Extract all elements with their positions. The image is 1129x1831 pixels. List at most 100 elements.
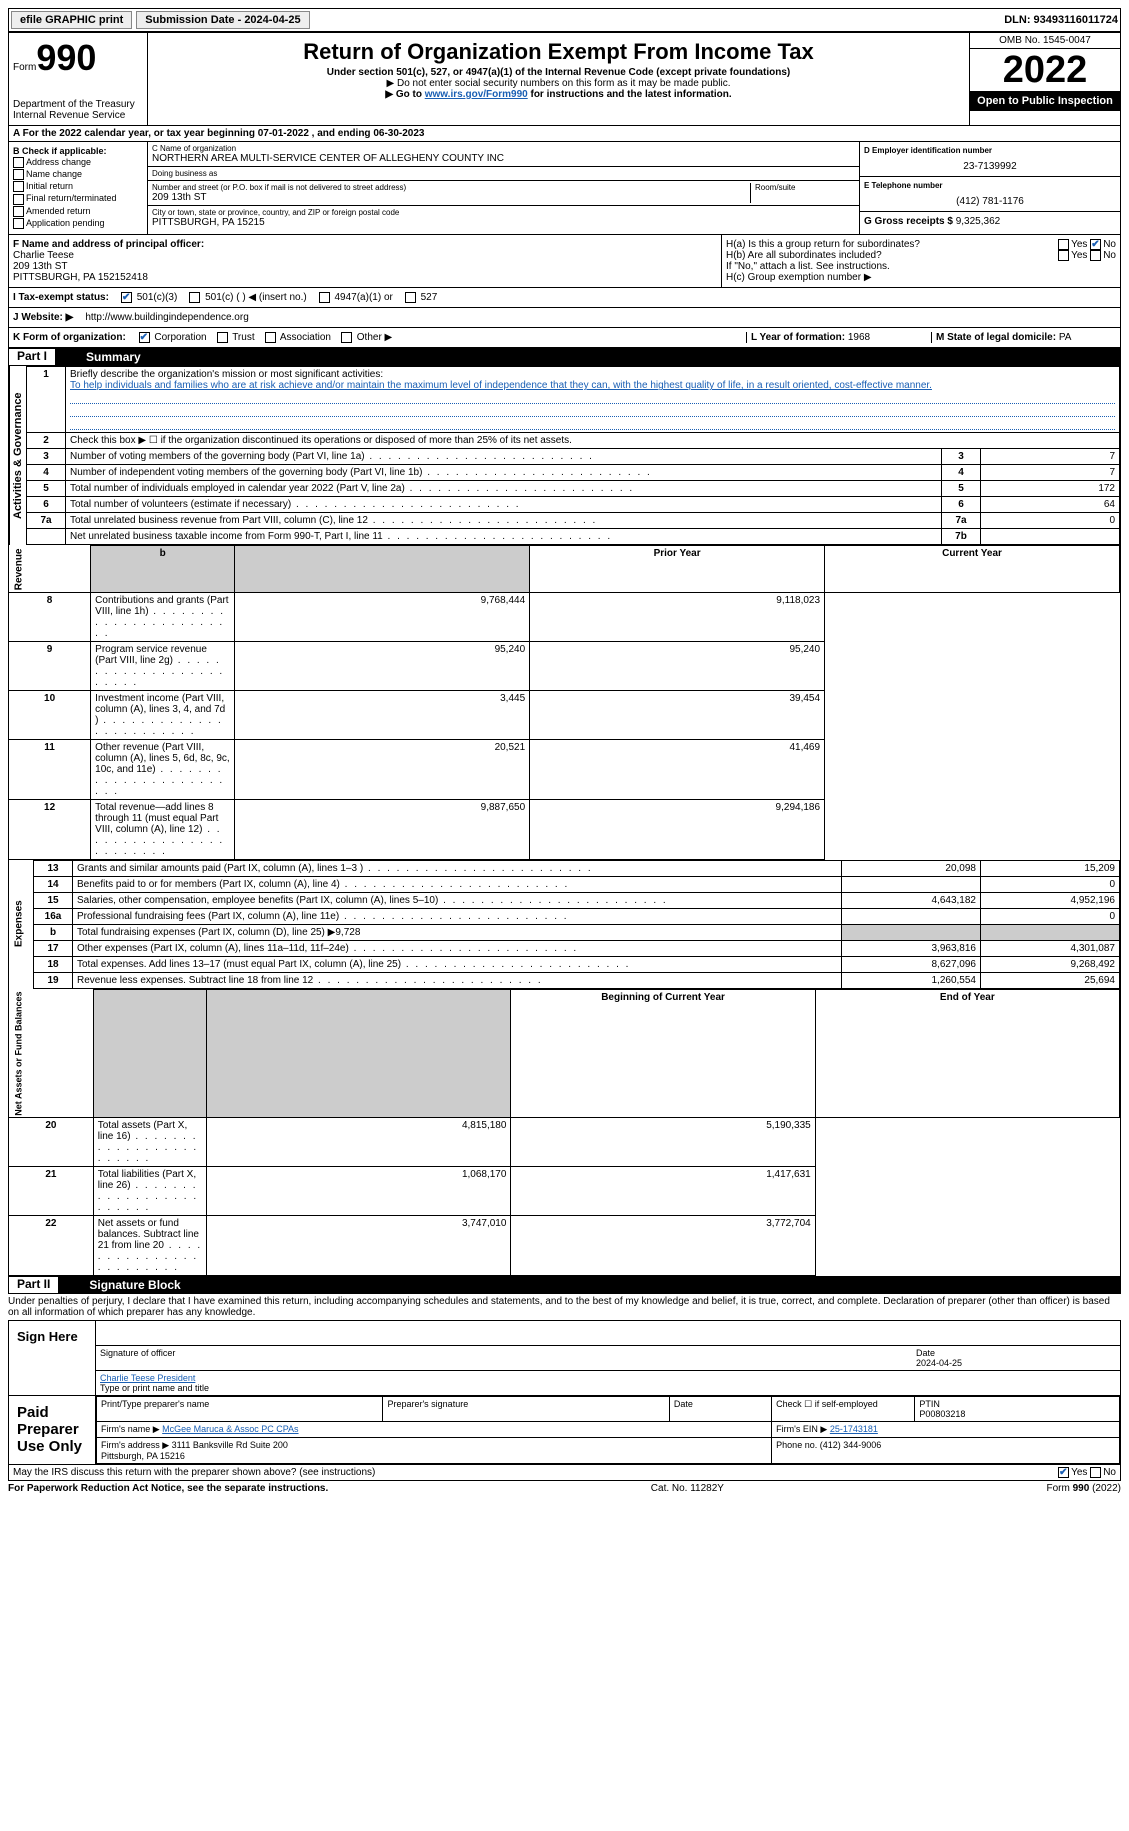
revenue-row: 9Program service revenue (Part VIII, lin… xyxy=(9,641,1120,690)
sign-here-label: Sign Here xyxy=(9,1321,96,1395)
website-url: http://www.buildingindependence.org xyxy=(85,312,248,323)
form-title: Return of Organization Exempt From Incom… xyxy=(152,39,965,65)
501c3-checkbox[interactable] xyxy=(121,292,132,303)
prep-sig-label: Preparer's signature xyxy=(383,1397,669,1422)
revenue-row: 11Other revenue (Part VIII, column (A), … xyxy=(9,739,1120,799)
hc-label: H(c) Group exemption number ▶ xyxy=(726,272,1116,283)
net-assets-row: 20Total assets (Part X, line 16)4,815,18… xyxy=(9,1118,1120,1167)
phone-label: E Telephone number xyxy=(864,181,1116,190)
summary-row: Expenses13Grants and similar amounts pai… xyxy=(9,860,1120,876)
prep-name-label: Print/Type preparer's name xyxy=(97,1397,383,1422)
summary-row: Net unrelated business taxable income fr… xyxy=(27,529,1120,545)
omb-number: OMB No. 1545-0047 xyxy=(970,33,1120,49)
footer: For Paperwork Reduction Act Notice, see … xyxy=(8,1481,1121,1496)
hb-note: If "No," attach a list. See instructions… xyxy=(726,261,1116,272)
summary-row: 19Revenue less expenses. Subtract line 1… xyxy=(9,972,1120,988)
paid-preparer-section: Paid Preparer Use Only Print/Type prepar… xyxy=(8,1396,1121,1465)
summary-row: 4Number of independent voting members of… xyxy=(27,465,1120,481)
begin-year-header: Beginning of Current Year xyxy=(511,989,815,1118)
current-year-header: Current Year xyxy=(825,546,1120,592)
527-checkbox[interactable] xyxy=(405,292,416,303)
4947-checkbox[interactable] xyxy=(319,292,330,303)
revenue-label: Revenue xyxy=(9,546,91,592)
open-public-badge: Open to Public Inspection xyxy=(970,91,1120,111)
activities-governance-label: Activities & Governance xyxy=(9,366,26,545)
form-header: Form990 Department of the Treasury Inter… xyxy=(8,33,1121,126)
efile-print-button[interactable]: efile GRAPHIC print xyxy=(11,11,132,29)
entity-info-grid: B Check if applicable: Address changeNam… xyxy=(8,142,1121,235)
irs-link[interactable]: www.irs.gov/Form990 xyxy=(425,89,528,100)
501c-checkbox[interactable] xyxy=(189,292,200,303)
firm-phone: (412) 344-9006 xyxy=(820,1440,882,1450)
form-org-option[interactable]: Association xyxy=(265,332,331,343)
form-org-option[interactable]: Trust xyxy=(217,332,255,343)
instructions-note: ▶ Go to www.irs.gov/Form990 for instruct… xyxy=(152,89,965,100)
officer-addr: 209 13th ST PITTSBURGH, PA 152152418 xyxy=(13,261,148,283)
form-org-option[interactable]: Other ▶ xyxy=(341,332,392,343)
hb-label: H(b) Are all subordinates included? xyxy=(726,250,882,261)
ein-value: 23-7139992 xyxy=(864,155,1116,172)
col-b-option[interactable]: Amended return xyxy=(13,206,143,217)
revenue-row: 8Contributions and grants (Part VIII, li… xyxy=(9,592,1120,641)
room-label: Room/suite xyxy=(755,183,855,192)
form-of-org-row: K Form of organization: Corporation Trus… xyxy=(8,328,1121,348)
prep-date-label: Date xyxy=(669,1397,771,1422)
summary-row: 17Other expenses (Part IX, column (A), l… xyxy=(9,940,1120,956)
city-value: PITTSBURGH, PA 15215 xyxy=(152,217,265,228)
prep-self-employed: Check ☐ if self-employed xyxy=(772,1397,915,1422)
dln-label: DLN: 93493116011724 xyxy=(1004,14,1118,26)
perjury-statement: Under penalties of perjury, I declare th… xyxy=(8,1294,1121,1320)
col-b-option[interactable]: Final return/terminated xyxy=(13,193,143,204)
sign-here-section: Sign Here Signature of officer Date2024-… xyxy=(8,1320,1121,1396)
tax-exempt-status-row: I Tax-exempt status: 501(c)(3) 501(c) ( … xyxy=(8,288,1121,308)
treasury-dept: Department of the Treasury Internal Reve… xyxy=(13,99,143,121)
officer-name: Charlie Teese xyxy=(13,250,74,261)
ptin-label: PTIN xyxy=(919,1399,940,1409)
ha-no-checkbox[interactable] xyxy=(1090,239,1101,250)
officer-group-row: F Name and address of principal officer:… xyxy=(8,235,1121,288)
col-c-org-info: C Name of organization NORTHERN AREA MUL… xyxy=(148,142,859,234)
summary-row: 7aTotal unrelated business revenue from … xyxy=(27,513,1120,529)
end-year-header: End of Year xyxy=(815,989,1119,1118)
discuss-no-checkbox[interactable] xyxy=(1090,1467,1101,1478)
part2-header: Part II Signature Block xyxy=(8,1276,1121,1294)
prior-year-header: Prior Year xyxy=(530,546,825,592)
sig-officer-label: Signature of officer xyxy=(100,1348,916,1368)
q1-mission-text: To help individuals and families who are… xyxy=(70,380,932,391)
officer-label: F Name and address of principal officer: xyxy=(13,239,204,250)
col-b-checkboxes: B Check if applicable: Address changeNam… xyxy=(9,142,148,234)
hb-no-checkbox[interactable] xyxy=(1090,250,1101,261)
discuss-row: May the IRS discuss this return with the… xyxy=(8,1465,1121,1481)
submission-date-button[interactable]: Submission Date - 2024-04-25 xyxy=(136,11,309,29)
summary-row: 6Total number of volunteers (estimate if… xyxy=(27,497,1120,513)
top-bar: efile GRAPHIC print Submission Date - 20… xyxy=(8,8,1121,33)
col-b-option[interactable]: Name change xyxy=(13,169,143,180)
sig-date: 2024-04-25 xyxy=(916,1358,962,1368)
q2-text: Check this box ▶ ☐ if the organization d… xyxy=(66,433,1120,449)
ssn-note: ▶ Do not enter social security numbers o… xyxy=(152,78,965,89)
col-b-option[interactable]: Initial return xyxy=(13,181,143,192)
discuss-yes-checkbox[interactable] xyxy=(1058,1467,1069,1478)
section-a-tax-year: A For the 2022 calendar year, or tax yea… xyxy=(8,126,1121,142)
col-b-option[interactable]: Application pending xyxy=(13,218,143,229)
paid-preparer-label: Paid Preparer Use Only xyxy=(9,1396,96,1464)
city-label: City or town, state or province, country… xyxy=(152,208,855,217)
ha-yes-checkbox[interactable] xyxy=(1058,239,1069,250)
website-row: J Website: ▶ http://www.buildingindepend… xyxy=(8,308,1121,328)
revenue-row: 12Total revenue—add lines 8 through 11 (… xyxy=(9,799,1120,859)
form-org-option[interactable]: Corporation xyxy=(139,332,207,343)
form-number: Form990 xyxy=(13,37,143,79)
dba-label: Doing business as xyxy=(152,169,855,178)
phone-value: (412) 781-1176 xyxy=(864,190,1116,207)
hb-yes-checkbox[interactable] xyxy=(1058,250,1069,261)
form-subtitle: Under section 501(c), 527, or 4947(a)(1)… xyxy=(152,67,965,78)
expenses-label: Expenses xyxy=(9,860,34,988)
col-b-option[interactable]: Address change xyxy=(13,157,143,168)
net-assets-row: 22Net assets or fund balances. Subtract … xyxy=(9,1216,1120,1276)
net-assets-row: 21Total liabilities (Part X, line 26)1,0… xyxy=(9,1167,1120,1216)
col-d-identifiers: D Employer identification number 23-7139… xyxy=(859,142,1120,234)
net-assets-label: Net Assets or Fund Balances xyxy=(9,989,93,1118)
street-value: 209 13th ST xyxy=(152,192,206,203)
sig-date-label: Date xyxy=(916,1348,935,1358)
summary-row: 3Number of voting members of the governi… xyxy=(27,449,1120,465)
